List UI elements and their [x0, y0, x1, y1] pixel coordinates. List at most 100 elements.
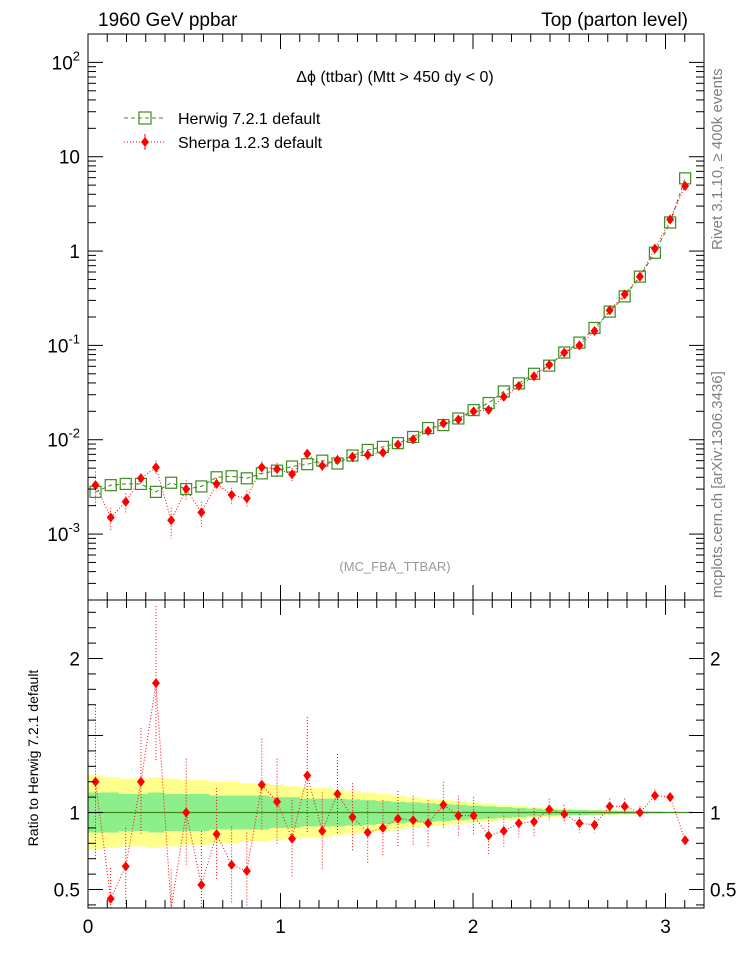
- sherpa-point: [469, 406, 478, 417]
- sherpa-point: [182, 484, 191, 495]
- sherpa-point: [197, 507, 206, 518]
- source-label: mcplots.cern.ch [arXiv:1306.3436]: [709, 371, 726, 598]
- ratio-point: [227, 859, 236, 870]
- sherpa-point: [288, 469, 297, 480]
- sherpa-point: [273, 463, 282, 474]
- ratio-point: [590, 819, 599, 830]
- herwig-line: [95, 178, 686, 493]
- herwig-point: [240, 472, 253, 485]
- sherpa-point: [257, 462, 266, 473]
- ratio-point: [182, 807, 191, 818]
- ratio-point: [197, 879, 206, 890]
- sherpa-point: [167, 515, 176, 526]
- sherpa-point: [590, 326, 599, 337]
- main-ytick-label: 10: [59, 148, 80, 169]
- sherpa-point: [333, 454, 342, 465]
- ratio-point: [212, 829, 221, 840]
- legend-label-herwig: Herwig 7.2.1 default: [178, 111, 321, 128]
- sherpa-point: [530, 371, 539, 382]
- sherpa-point: [499, 391, 508, 402]
- ratio-point: [650, 790, 659, 801]
- ratio-ytick-label-right: 0.5: [710, 881, 736, 902]
- sherpa-point: [348, 451, 357, 462]
- herwig-point: [301, 458, 314, 471]
- ratio-xtick-label: 1: [275, 917, 286, 938]
- ratio-xtick-label: 2: [468, 917, 479, 938]
- herwig-point: [195, 480, 208, 493]
- sherpa-point: [212, 478, 221, 489]
- sherpa-point: [650, 243, 659, 254]
- legend: Herwig 7.2.1 default Sherpa 1.2.3 defaul…: [124, 111, 323, 152]
- ratio-point: [136, 776, 145, 787]
- sherpa-point: [620, 289, 629, 300]
- sherpa-point: [605, 305, 614, 316]
- ratio-point: [393, 813, 402, 824]
- sherpa-point: [545, 359, 554, 370]
- ratio-point: [439, 799, 448, 810]
- header-right: Top (parton level): [541, 10, 688, 31]
- ratio-point: [106, 893, 115, 904]
- ratio-ylabel: Ratio to Herwig 7.2.1 default: [25, 670, 41, 847]
- ratio-point: [514, 818, 523, 829]
- ratio-point: [545, 804, 554, 815]
- ratio-bands: [87, 775, 694, 850]
- main-axes: 10-3 10-2 10-1 1 10 102: [47, 33, 705, 601]
- ratio-point: [635, 807, 644, 818]
- legend-marker-sherpa: [141, 137, 149, 147]
- ratio-point: [666, 792, 675, 803]
- ratio-ytick-label-left: 2: [69, 650, 80, 671]
- sherpa-point: [91, 480, 100, 491]
- legend-marker-herwig: [138, 111, 152, 125]
- main-ytick-label: 1: [69, 242, 80, 263]
- herwig-point: [558, 346, 571, 359]
- ratio-point: [499, 826, 508, 836]
- ratio-xtick-label: 3: [660, 917, 671, 938]
- ratio-point: [409, 815, 418, 826]
- sherpa-point: [439, 418, 448, 429]
- main-ytick-label: 102: [52, 48, 80, 74]
- sherpa-point: [575, 340, 584, 351]
- ratio-point: [484, 830, 493, 841]
- main-ytick-label: 10-3: [47, 520, 80, 546]
- ratio-ytick-label-left: 1: [69, 804, 80, 825]
- ratio-point: [454, 810, 463, 821]
- sherpa-point: [393, 439, 402, 450]
- ratio-ytick-label-right: 2: [710, 650, 721, 671]
- watermark-label: (MC_FBA_TTBAR): [339, 559, 450, 574]
- header-left: 1960 GeV ppbar: [98, 10, 238, 31]
- ratio-frame: [87, 599, 705, 909]
- sherpa-point: [303, 448, 312, 459]
- ratio-point: [273, 796, 282, 807]
- sherpa-point: [151, 462, 160, 473]
- ratio-point: [560, 809, 569, 820]
- sherpa-point: [378, 447, 387, 458]
- sherpa-point: [424, 425, 433, 436]
- main-title: Δϕ (ttbar) (Mtt > 450 dy < 0): [296, 69, 494, 86]
- sherpa-point: [454, 414, 463, 425]
- ratio-ytick-label-right: 1: [710, 804, 721, 825]
- herwig-point: [149, 485, 163, 498]
- sherpa-point: [666, 214, 675, 225]
- sherpa-point: [681, 180, 690, 191]
- sherpa-point: [484, 404, 493, 415]
- herwig-point: [165, 476, 178, 489]
- ratio-axes: 0 1 2 3 0.5 0.5 1 1 2 2: [54, 599, 736, 938]
- herwig-point: [225, 470, 238, 483]
- herwig-point: [104, 479, 117, 492]
- sherpa-point: [121, 496, 130, 507]
- sherpa-point: [635, 271, 644, 282]
- herwig-point: [119, 477, 132, 491]
- ratio-point: [121, 861, 130, 872]
- ratio-point: [469, 810, 478, 821]
- ratio-point: [242, 866, 251, 877]
- ratio-point: [620, 801, 629, 812]
- herwig-point: [633, 270, 646, 283]
- sherpa-point: [560, 347, 569, 358]
- sherpa-point: [363, 449, 372, 460]
- sherpa-point: [409, 434, 418, 445]
- ratio-point: [605, 801, 614, 812]
- ratio-point: [288, 833, 297, 844]
- sherpa-line: [95, 185, 686, 522]
- rivet-version-label: Rivet 3.1.10, ≥ 400k events: [709, 68, 726, 250]
